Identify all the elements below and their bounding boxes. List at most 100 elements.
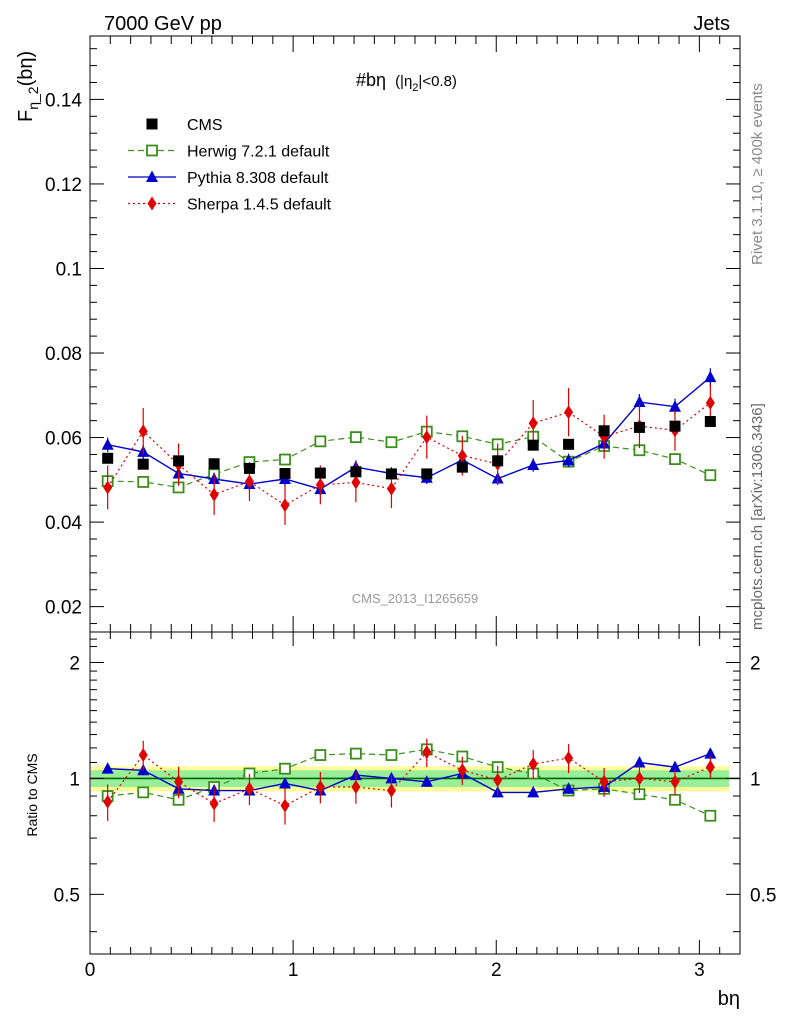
ratio-point-sherpa [138,748,148,763]
ratio-point-sherpa [705,760,715,775]
point-cms [208,458,220,470]
point-herwig [137,476,150,488]
main-ytick-label: 0.1 [56,259,82,280]
point-cms [527,439,539,451]
ratio-series-sherpa [103,738,715,825]
ratio-point-pythia [704,747,717,759]
ratio-ytick-label-right: 1 [750,769,761,790]
point-pythia [562,453,575,466]
point-cms [102,452,114,464]
series-herwig [101,425,717,494]
point-herwig [669,453,681,466]
ratio-point-sherpa [174,774,184,789]
point-sherpa [244,474,254,489]
ratio-point-sherpa [103,794,113,809]
ratio-point-sherpa [634,771,644,786]
ratio-line-sherpa [107,751,711,807]
legend-marker-sherpa [147,196,157,211]
ratio-line-pythia [107,752,711,794]
ratio-series [101,738,717,825]
ratio-axes: 0.5 0.5 1 1 2 2 0 1 2 3 [54,632,776,981]
main-ytick-label: 0.08 [45,344,82,365]
point-sherpa [422,430,432,445]
ratio-point-sherpa [564,750,574,765]
plot-title: #bη (|η2|<0.8) [356,70,457,94]
ratio-ylabel: Ratio to CMS [24,753,40,836]
x-axis-label: bη [718,988,740,1010]
legend-entry-herwig: Herwig 7.2.1 default [128,144,330,161]
ratio-point-herwig [385,749,398,761]
ratio-point-pythia [562,782,575,794]
point-cms [598,425,610,437]
point-pythia [669,400,681,412]
mcplots-reference-label: mcplots.cern.ch [arXiv:1306.3436] [749,403,766,630]
point-sherpa [280,498,290,513]
point-herwig [349,431,362,444]
ratio-point-sherpa [528,757,538,772]
point-sherpa [457,448,467,463]
point-cms [492,455,504,467]
series-cms [102,415,716,480]
point-pythia [704,370,717,383]
point-cms [137,458,149,470]
legend-marker-cms [146,118,158,130]
ratio-point-pythia [101,762,114,774]
legend-marker-herwig [146,144,158,157]
ratio-point-pythia [527,785,540,798]
header-process: Jets [693,13,730,35]
ratio-point-pythia [633,755,646,768]
point-pythia [101,438,114,450]
point-cms [385,468,397,480]
point-sherpa [705,395,715,410]
legend-entry-pythia: Pythia 8.308 default [128,170,329,187]
ratio-ytick-label: 0.5 [54,885,80,906]
point-sherpa [351,475,361,490]
xtick-label: 0 [85,960,96,981]
ratio-point-pythia [420,775,433,787]
point-sherpa [103,480,113,495]
point-cms [563,438,575,450]
ratio-ytick-label: 1 [69,769,80,790]
point-sherpa [528,416,538,431]
analysis-id: CMS_2013_I1265659 [352,591,479,606]
ratio-point-sherpa [315,779,325,794]
point-sherpa [564,405,574,420]
ratio-point-herwig [279,762,291,775]
point-cms [633,421,645,433]
point-cms [279,467,291,479]
ratio-point-sherpa [351,779,361,794]
legend-entry-cms: CMS [146,117,223,134]
point-cms [669,420,681,432]
point-pythia [633,395,646,408]
main-axes: 0.02 0.04 0.06 0.08 0.1 0.12 0.14 [45,36,741,632]
ratio-point-sherpa [670,774,680,789]
point-cms [350,466,362,478]
svg-text:Fη_2(bη): Fη_2(bη) [15,51,41,122]
point-cms [704,415,716,427]
ratio-ytick-label: 2 [69,653,80,674]
point-herwig [279,453,291,466]
ratio-point-herwig [669,793,681,806]
series-line-herwig [107,430,711,489]
ratio-ytick-label-right: 2 [750,653,761,674]
series-line-sherpa [107,402,711,506]
point-cms [243,462,255,474]
ratio-point-sherpa [422,745,432,760]
legend-label-sherpa: Sherpa 1.4.5 default [187,197,332,214]
ratio-point-herwig [704,809,717,822]
point-sherpa [209,487,219,502]
point-cms [173,455,185,467]
xtick-label: 3 [694,960,705,981]
main-ytick-label: 0.06 [45,429,82,450]
ratio-point-herwig [349,747,362,760]
main-ytick-label: 0.12 [45,175,82,196]
ratio-point-pythia [669,760,681,773]
legend-entry-sherpa: Sherpa 1.4.5 default [128,196,332,214]
point-sherpa [138,424,148,439]
ratio-panel: 0.5 0.5 1 1 2 2 0 1 2 3 Ratio to CMS bη [24,631,776,1010]
series-sherpa [103,383,715,526]
main-panel: 0.02 0.04 0.06 0.08 0.1 0.12 0.14 CMS Herwig 7.… [15,35,741,633]
point-herwig [704,469,717,482]
ratio-point-herwig [314,749,327,761]
